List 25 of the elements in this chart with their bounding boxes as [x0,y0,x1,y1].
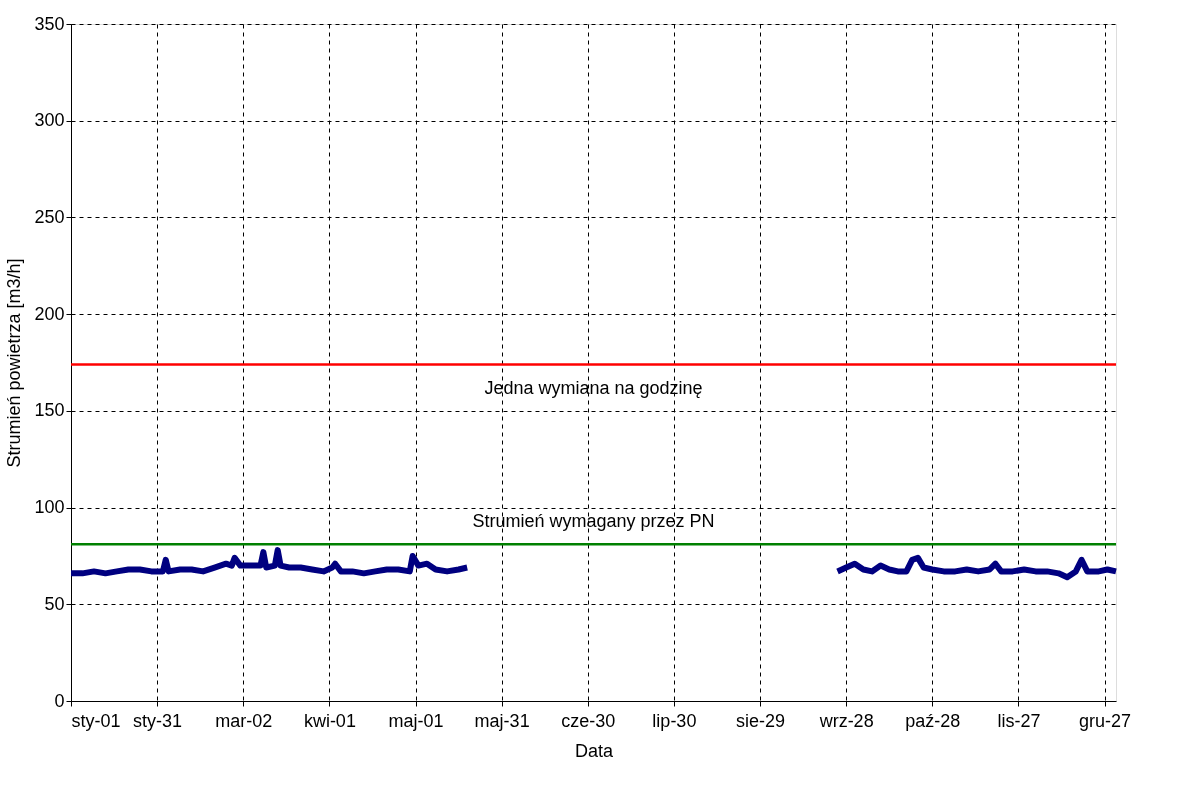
y-axis-title: Strumień powietrza [m3/h] [4,258,25,468]
y-tick-label: 0 [54,690,65,711]
x-tick-label: sie-29 [736,710,786,731]
x-tick-label: sty-31 [133,710,183,731]
y-tick-label: 150 [34,400,65,421]
x-tick-label: lip-30 [652,710,697,731]
y-tick-label: 300 [34,110,65,131]
x-tick-label: mar-02 [215,710,273,731]
ref-line-label: Jedna wymiana na godzinę [484,378,703,399]
x-tick-label: lis-27 [997,710,1041,731]
x-axis-title: Data [574,740,614,761]
x-tick-label: kwi-01 [303,710,356,731]
x-tick-label: cze-30 [561,710,616,731]
x-tick-label: wrz-28 [818,710,874,731]
y-tick-label: 200 [34,303,65,324]
x-tick-label: maj-01 [388,710,444,731]
y-tick-label: 100 [34,497,65,518]
x-tick-label: maj-31 [474,710,530,731]
x-tick-label: sty-01 [71,710,121,731]
y-tick-label: 350 [34,13,65,34]
y-tick-label: 50 [44,593,65,614]
x-tick-label: paź-28 [905,710,961,731]
y-tick-label: 250 [34,206,65,227]
x-tick-label: gru-27 [1079,710,1132,731]
ref-line-label: Strumień wymagany przez PN [472,511,715,532]
